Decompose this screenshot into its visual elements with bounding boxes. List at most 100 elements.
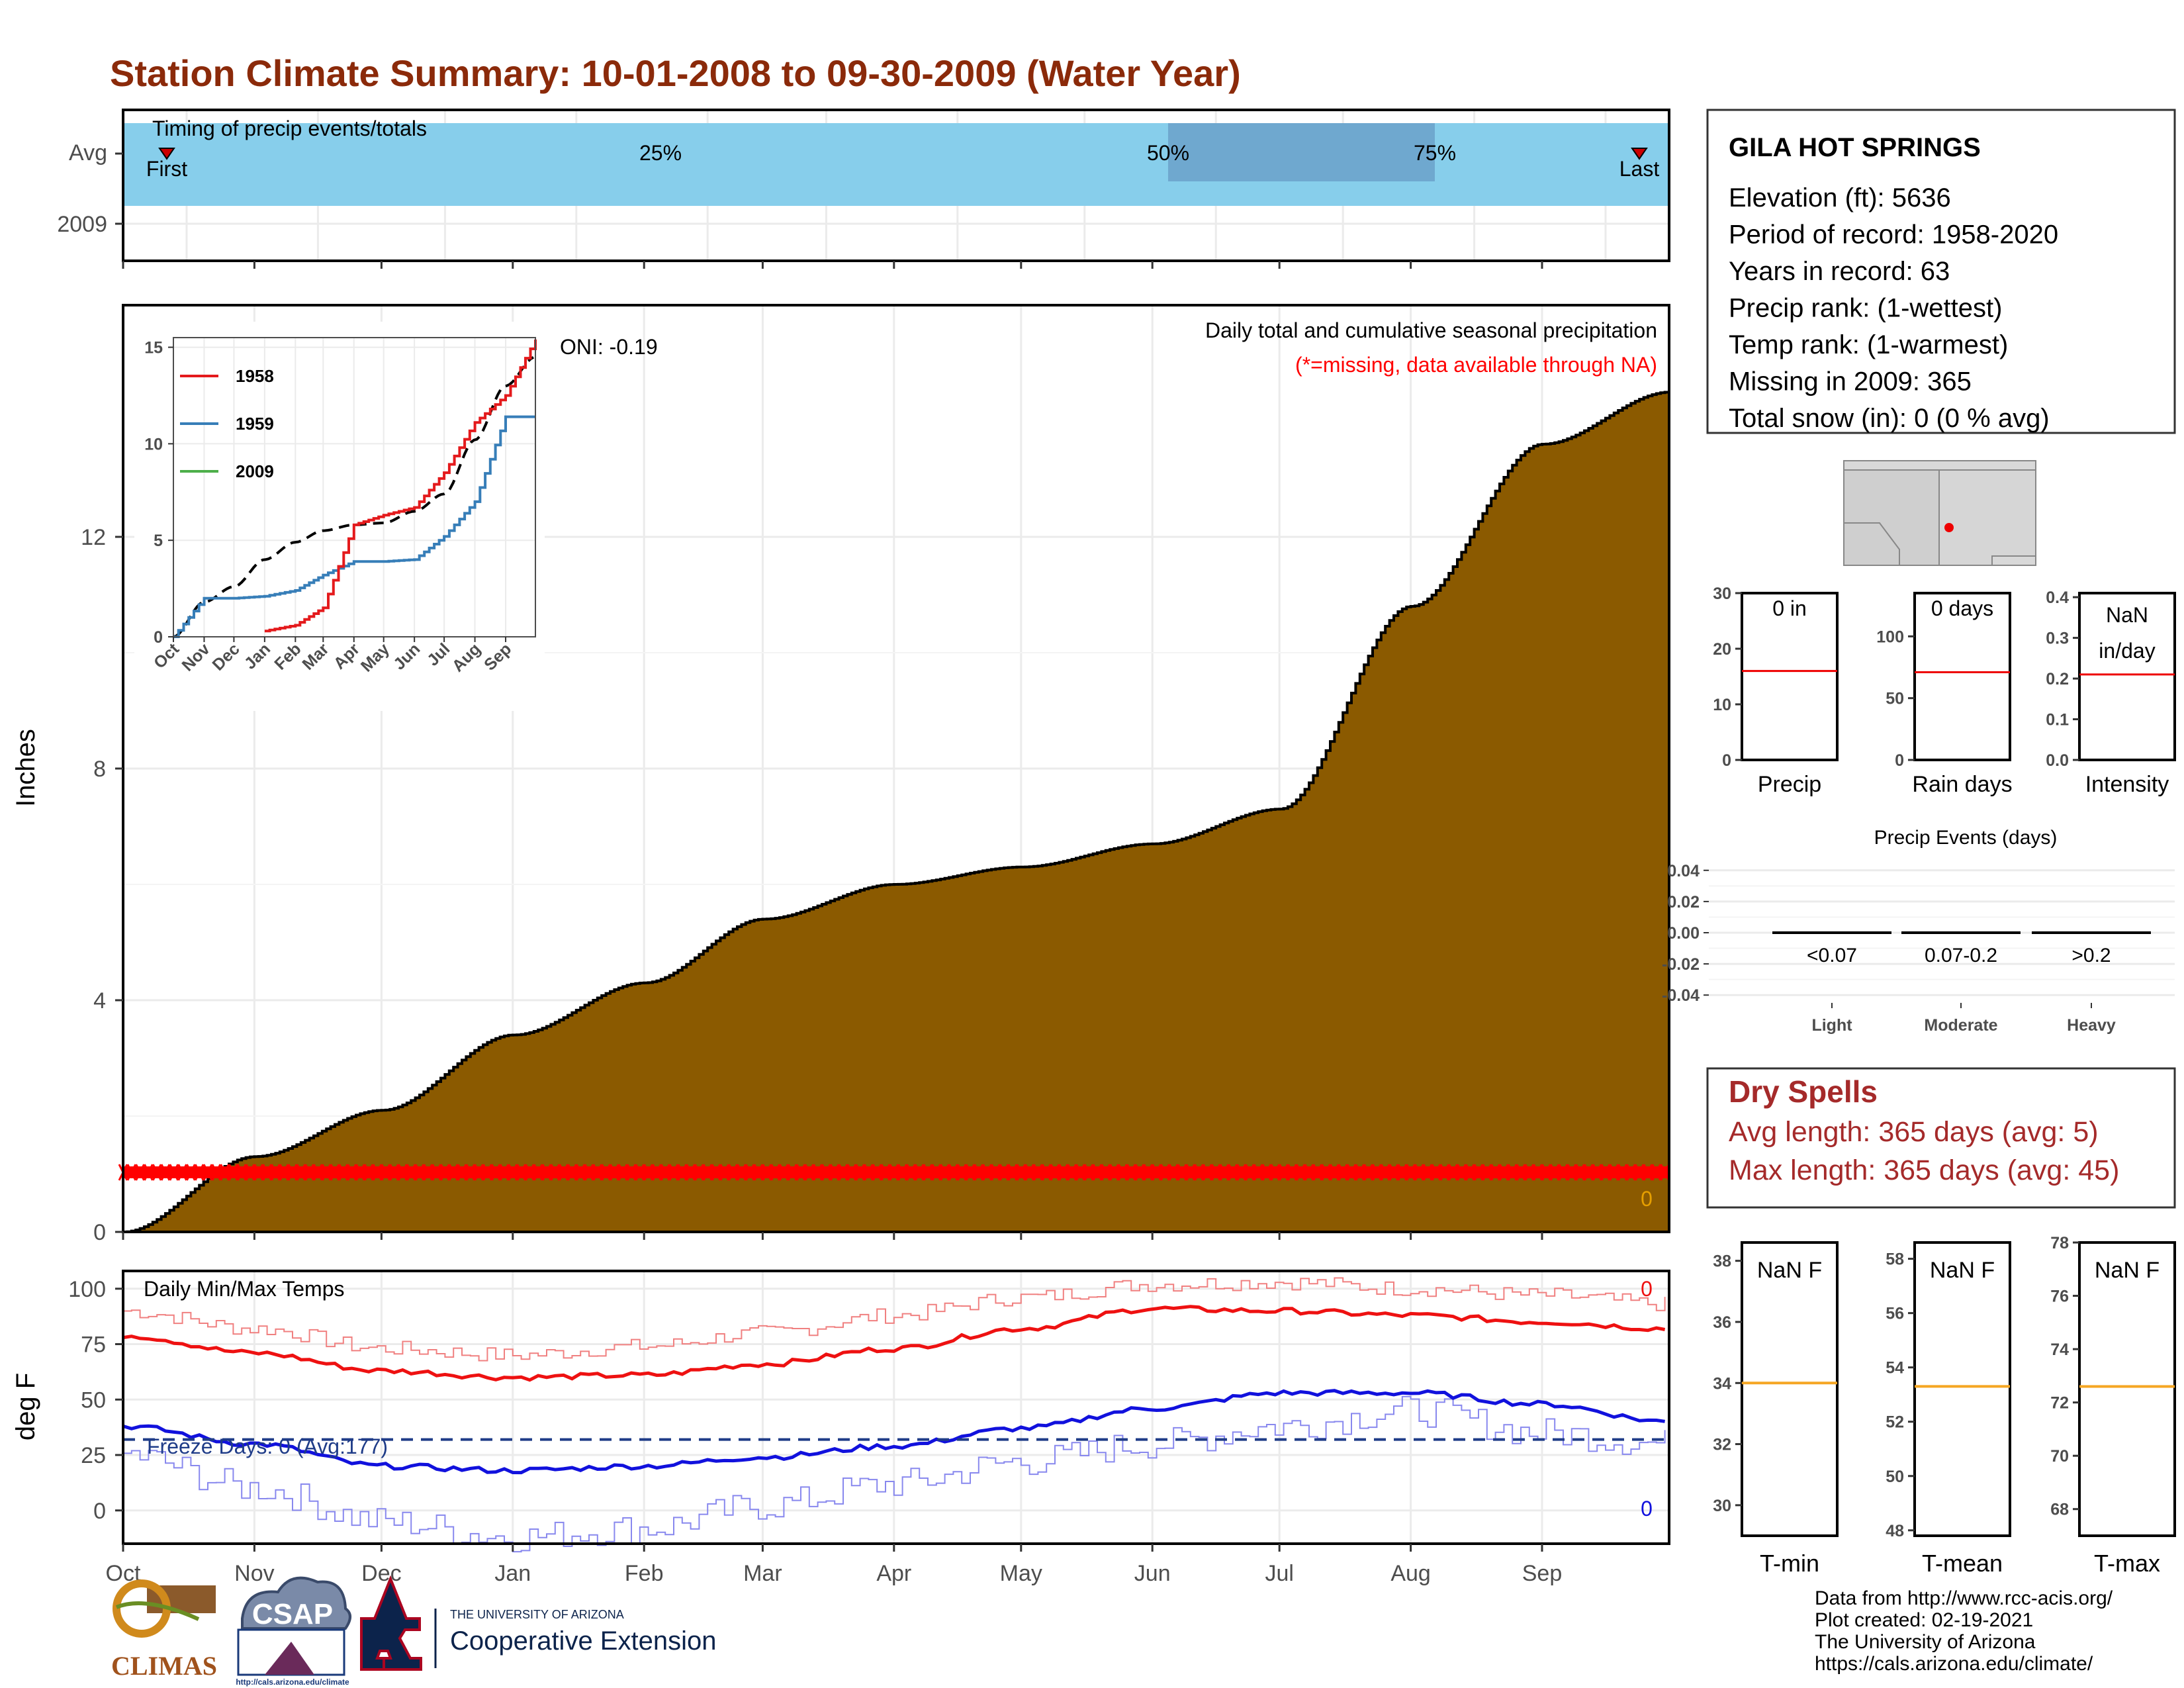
station-info-line: Period of record: 1958-2020 (1729, 220, 2058, 250)
avg-min-temp-line (122, 1389, 1665, 1475)
timing-last-label: Last (1619, 157, 1660, 181)
temp-gauge-tick: 56 (1886, 1305, 1904, 1323)
csap-logo-text: CSAP (252, 1598, 333, 1630)
stat-value-line1: NaN (2106, 603, 2148, 627)
events-class-label: Moderate (1924, 1016, 1997, 1035)
temp-gauge-value: NaN F (2095, 1258, 2160, 1283)
inset-background (134, 322, 545, 711)
inset-y-tick: 0 (154, 628, 163, 647)
precip-y-tick: 12 (81, 525, 106, 550)
climas-logo-text: CLIMAS (111, 1651, 217, 1681)
temp-gauge-tick: 58 (1886, 1250, 1904, 1269)
month-tick-label: Apr (876, 1561, 911, 1586)
station-info-box: GILA HOT SPRINGS Elevation (ft): 5636 Per… (1706, 109, 2176, 434)
precip-events-panel: Precip Events (days) 0.04 0.02 0.00 -0.02 -0… (1662, 827, 2175, 1035)
csap-logo-url: http://cals.arizona.edu/climate (236, 1677, 349, 1687)
stat-value: 0 in (1772, 596, 1807, 620)
temp-gauge-tick: 72 (2050, 1394, 2069, 1413)
stat-value-line2: in/day (2099, 639, 2155, 663)
temp-gauge-tick: 54 (1886, 1359, 1904, 1378)
station-location-dot (1944, 523, 1954, 532)
month-tick-label: Jan (494, 1561, 531, 1586)
credit-line: https://cals.arizona.edu/climate/ (1815, 1653, 2093, 1675)
temp-gauge-t-min: 30 32 34 36 38 NaN F T-min (1713, 1241, 1839, 1577)
max-temp-count: 0 (1641, 1277, 1653, 1301)
month-tick-label: Jun (1134, 1561, 1171, 1586)
temps-y-tick: 100 (68, 1277, 106, 1302)
precip-y-tick: 8 (93, 757, 106, 782)
temp-gauge-tick: 74 (2050, 1340, 2069, 1359)
credit-line: Data from http://www.rcc-acis.org/ (1815, 1587, 2113, 1609)
temps-y-label: deg F (11, 1373, 40, 1440)
events-class-label: Light (1811, 1016, 1852, 1035)
ua-small-text: THE UNIVERSITY OF ARIZONA (450, 1608, 624, 1621)
stat-tick: 100 (1876, 628, 1904, 646)
timing-p50-label: 50% (1147, 141, 1189, 165)
month-tick-label: Mar (743, 1561, 782, 1586)
precip-missing-note: (*=missing, data available through NA) (1295, 353, 1657, 377)
credit-line: The University of Arizona (1815, 1631, 2036, 1653)
temp-gauge-tick: 36 (1713, 1313, 1731, 1332)
stat-tick: 50 (1886, 690, 1904, 708)
stat-tick: 0.1 (2046, 711, 2069, 729)
temp-gauge-value: NaN F (1930, 1258, 1995, 1283)
events-y-tick: -0.04 (1662, 986, 1700, 1005)
events-bar-range: >0.2 (2071, 945, 2111, 966)
oni-value: ONI: -0.19 (560, 335, 658, 359)
temp-gauge-tick: 38 (1713, 1252, 1731, 1271)
timing-label: Timing of precip events/totals (152, 117, 427, 140)
min-temp-count: 0 (1641, 1497, 1653, 1521)
temp-gauge-tick: 68 (2050, 1501, 2069, 1519)
month-tick-label: Feb (625, 1561, 664, 1586)
temps-panel-label: Daily Min/Max Temps (144, 1277, 344, 1301)
temp-gauge-tick: 76 (2050, 1288, 2069, 1306)
timing-p75-label: 75% (1414, 141, 1456, 165)
stat-gauge-precip: 0 10 20 30 0 in Precip (1713, 585, 1839, 797)
timing-first-marker (158, 148, 175, 160)
temp-gauge-tick: 50 (1886, 1468, 1904, 1486)
temp-gauge-tick: 78 (2050, 1234, 2069, 1252)
dry-spells-title: Dry Spells (1729, 1074, 1878, 1109)
timing-bar-50-75 (1168, 123, 1435, 181)
stat-tick: 0.3 (2046, 630, 2069, 648)
stat-label: Rain days (1912, 772, 2012, 797)
month-tick-label: May (1000, 1561, 1042, 1586)
temp-gauge-t-mean: 48 50 52 54 56 58 NaN F T-mean (1886, 1241, 2011, 1577)
station-name: GILA HOT SPRINGS (1729, 133, 1981, 162)
precip-panel-title: Daily total and cumulative seasonal prec… (1205, 318, 1657, 342)
csap-logo: CSAP http://cals.arizona.edu/climate (236, 1576, 351, 1687)
record-min-temp-line (123, 1395, 1666, 1553)
temp-gauge-tick: 32 (1713, 1436, 1731, 1454)
station-info-line: Missing in 2009: 365 (1729, 367, 1972, 397)
precip-panel: 0 4 8 12 Inches Daily total and cumulative … (11, 304, 1670, 1245)
inset-series-1958 (264, 339, 537, 633)
inset-legend-label: 1958 (236, 366, 274, 386)
month-tick-label: Nov (234, 1561, 274, 1586)
month-tick-label: Sep (1522, 1561, 1563, 1586)
stat-gauge-rain-days: 0 50 100 0 days Rain days (1876, 592, 2013, 797)
stat-label: Intensity (2085, 772, 2169, 797)
inset-legend-label: 2009 (236, 461, 274, 481)
temps-y-tick: 75 (81, 1333, 106, 1358)
inset-series-1959 (173, 415, 535, 638)
precip-y-tick: 4 (93, 988, 106, 1013)
ua-big-text: Cooperative Extension (450, 1626, 716, 1656)
temp-gauge-t-max: 68 70 72 74 76 78 NaN F T-max (2050, 1234, 2176, 1577)
temps-y-tick: 25 (81, 1443, 106, 1468)
stat-tick: 0 (1722, 751, 1731, 770)
timing-row-year: 2009 (57, 212, 107, 237)
events-y-tick: 0.02 (1667, 893, 1700, 912)
stat-label: Precip (1758, 772, 1821, 797)
stat-gauge-intensity: 0.0 0.1 0.2 0.3 0.4 NaN in/day Intensity (2046, 588, 2176, 797)
station-info-line: Years in record: 63 (1729, 257, 1950, 286)
record-max-temp-line (123, 1277, 1666, 1362)
events-y-tick: -0.02 (1662, 955, 1700, 974)
events-bar-range: <0.07 (1807, 945, 1857, 966)
month-tick-label: Jul (1265, 1561, 1293, 1586)
dry-spells-box: Dry Spells Avg length: 365 days (avg: 5)… (1706, 1067, 2176, 1209)
timing-first-label: First (146, 157, 187, 181)
precip-events-title: Precip Events (days) (1874, 827, 2058, 849)
